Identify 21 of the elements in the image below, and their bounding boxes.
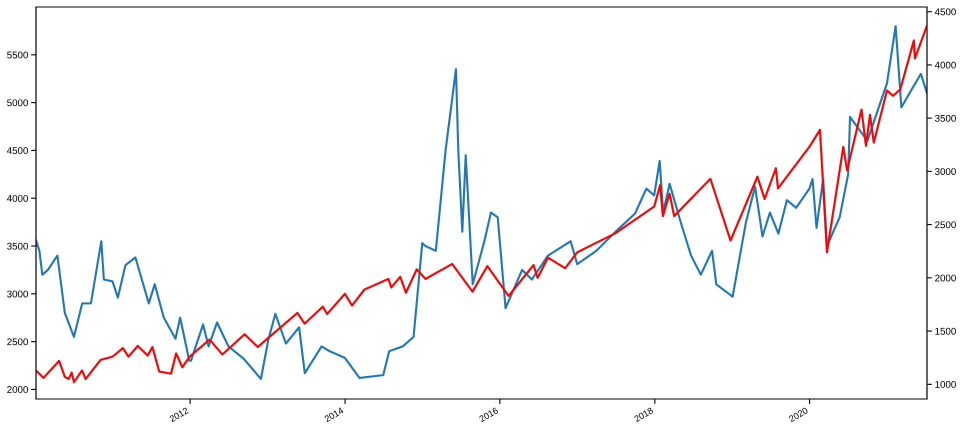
y-tick-label: 2000 (7, 386, 28, 394)
x-tick-label: 2014 (324, 406, 344, 422)
y-tick-label: 2500 (7, 338, 28, 346)
y2-tick-label: 4500 (934, 8, 956, 16)
x-tick-label: 2018 (634, 407, 654, 422)
y-tick-label: 4000 (6, 194, 28, 202)
x-tick-label: 2020 (788, 407, 808, 422)
y-tick-label: 5500 (7, 52, 28, 58)
y-tick-label: 3500 (7, 242, 28, 250)
y-tick-label: 5000 (7, 99, 28, 106)
y2-tick-label: 4000 (934, 62, 956, 69)
y2-tick-label: 2500 (935, 221, 956, 228)
y2-tick-label: 1000 (935, 381, 956, 388)
y2-tick-label: 3000 (935, 168, 956, 175)
y2-tick-label: 1500 (935, 328, 956, 335)
y2-tick-label: 2000 (935, 274, 956, 282)
x-tick-label: 2012 (169, 407, 189, 422)
y2-tick-label: 3500 (935, 114, 956, 122)
x-tick-label: 2016 (478, 407, 499, 422)
y-tick-label: 4500 (6, 147, 28, 154)
y-tick-label: 3000 (7, 290, 28, 298)
